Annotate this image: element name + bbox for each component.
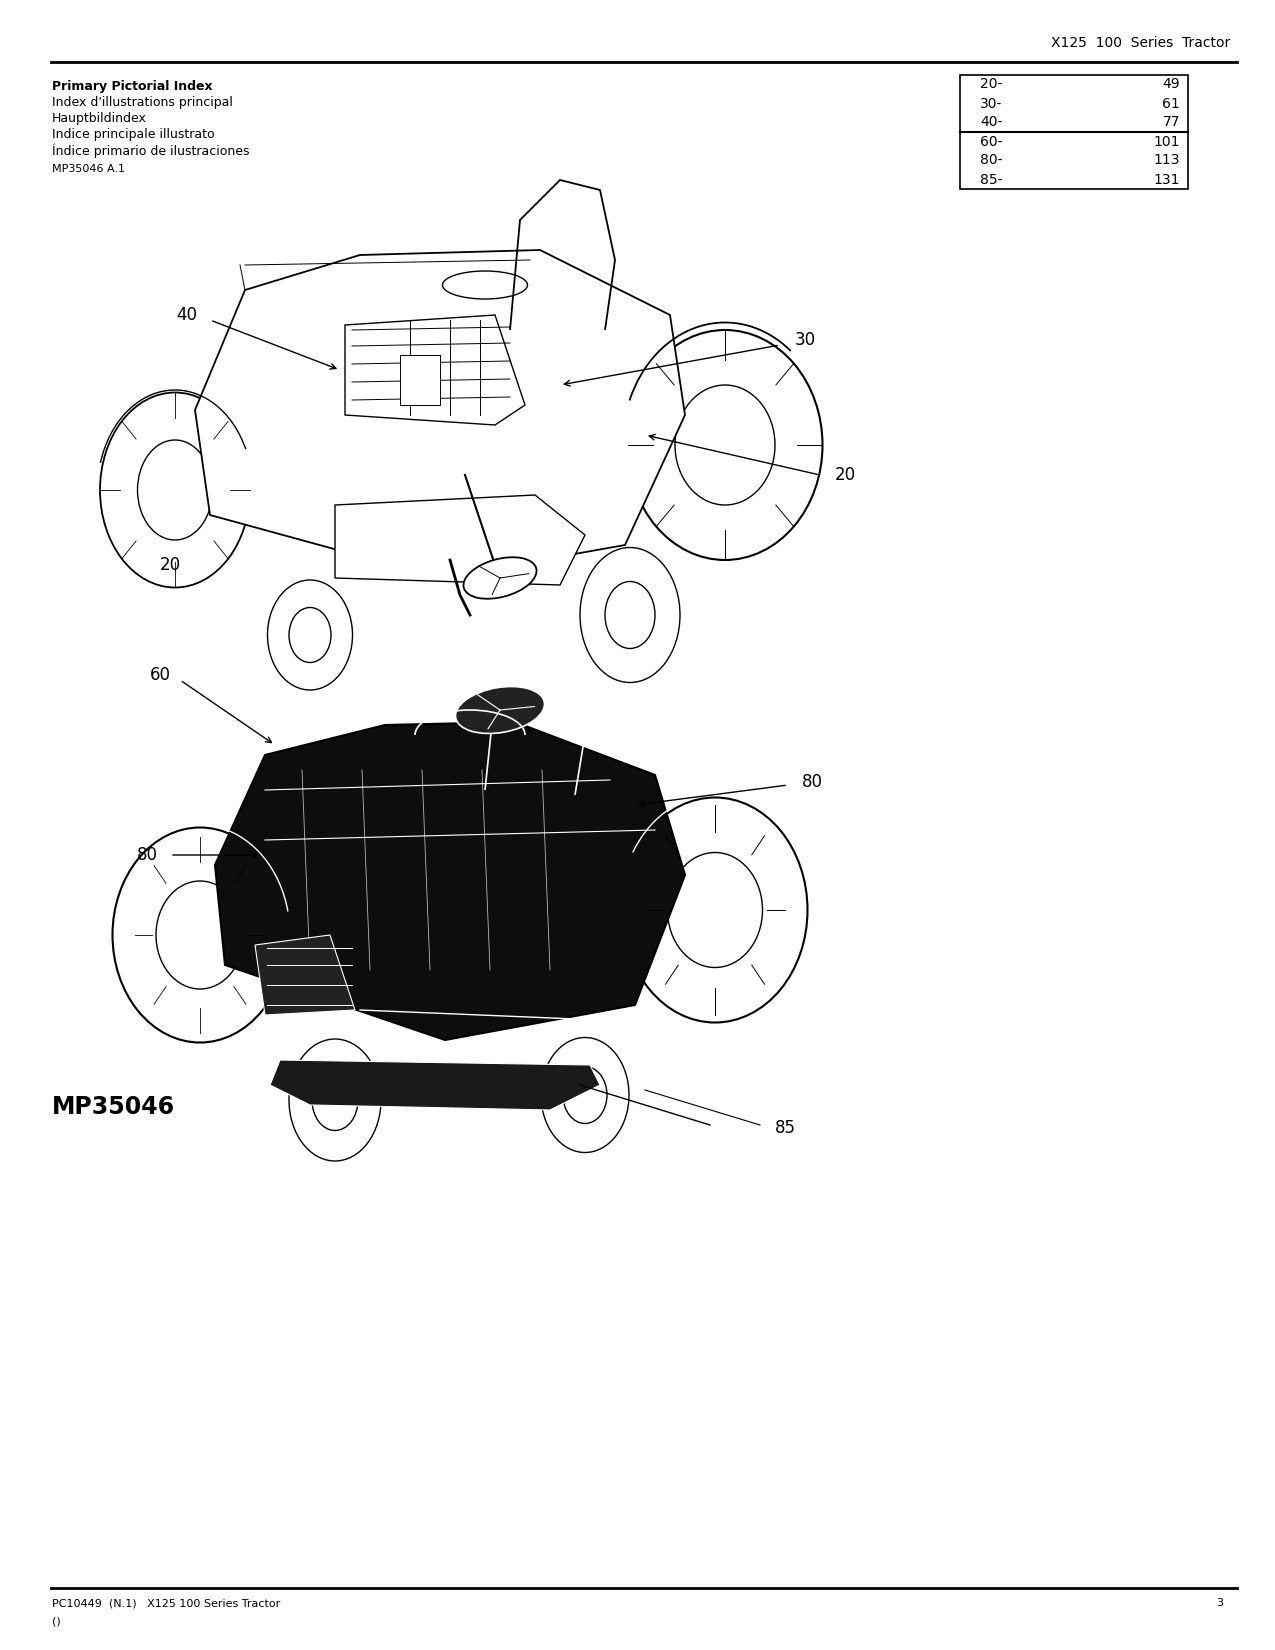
Ellipse shape <box>289 1040 381 1162</box>
Text: 85-: 85- <box>980 173 1002 186</box>
Text: 131: 131 <box>1154 173 1179 186</box>
Text: (): () <box>52 1615 61 1625</box>
Polygon shape <box>255 936 354 1015</box>
Text: 30: 30 <box>794 332 816 350</box>
Ellipse shape <box>674 384 775 505</box>
Text: 80: 80 <box>136 846 158 865</box>
Ellipse shape <box>541 1038 629 1152</box>
Text: Indice principale illustrato: Indice principale illustrato <box>52 129 214 140</box>
Text: Index d'illustrations principal: Index d'illustrations principal <box>52 96 233 109</box>
Text: MP35046: MP35046 <box>52 1096 175 1119</box>
Text: 30-: 30- <box>980 96 1002 111</box>
Text: 101: 101 <box>1154 135 1179 148</box>
Ellipse shape <box>627 330 822 559</box>
Ellipse shape <box>668 853 762 967</box>
Text: 113: 113 <box>1154 153 1179 168</box>
Text: Índice primario de ilustraciones: Índice primario de ilustraciones <box>52 144 250 158</box>
Ellipse shape <box>580 548 680 683</box>
Text: Primary Pictorial Index: Primary Pictorial Index <box>52 79 213 92</box>
Ellipse shape <box>156 881 244 988</box>
Text: 77: 77 <box>1163 116 1179 129</box>
Text: PC10449  (N.1)   X125 100 Series Tractor: PC10449 (N.1) X125 100 Series Tractor <box>52 1597 280 1609</box>
Ellipse shape <box>268 581 352 690</box>
Text: 20-: 20- <box>980 78 1002 91</box>
Text: 80: 80 <box>802 772 822 790</box>
Text: 61: 61 <box>1163 96 1179 111</box>
Text: 20: 20 <box>834 465 856 483</box>
Text: MP35046 A.1: MP35046 A.1 <box>52 163 125 173</box>
Ellipse shape <box>455 686 544 734</box>
Bar <box>960 74 1188 190</box>
Ellipse shape <box>99 393 250 587</box>
Polygon shape <box>215 723 685 1040</box>
Text: 40: 40 <box>176 305 198 323</box>
Polygon shape <box>346 315 525 426</box>
Ellipse shape <box>564 1066 607 1124</box>
Ellipse shape <box>289 607 332 663</box>
Text: 40-: 40- <box>980 116 1002 129</box>
Polygon shape <box>195 251 685 578</box>
Bar <box>400 355 440 404</box>
Ellipse shape <box>606 581 655 648</box>
Text: X125  100  Series  Tractor: X125 100 Series Tractor <box>1051 36 1230 50</box>
Ellipse shape <box>442 271 528 299</box>
Ellipse shape <box>112 828 287 1043</box>
Ellipse shape <box>312 1069 358 1130</box>
Ellipse shape <box>622 797 807 1023</box>
Text: 20: 20 <box>159 556 181 574</box>
Text: 3: 3 <box>1216 1597 1223 1609</box>
Text: 85: 85 <box>774 1119 796 1137</box>
Text: 60: 60 <box>149 667 171 685</box>
Text: 49: 49 <box>1163 78 1179 91</box>
Polygon shape <box>335 495 585 586</box>
Ellipse shape <box>463 558 537 599</box>
Text: Hauptbildindex: Hauptbildindex <box>52 112 147 125</box>
Ellipse shape <box>138 441 213 540</box>
Polygon shape <box>270 1059 601 1110</box>
Text: 60-: 60- <box>980 135 1002 148</box>
Text: 80-: 80- <box>980 153 1002 168</box>
